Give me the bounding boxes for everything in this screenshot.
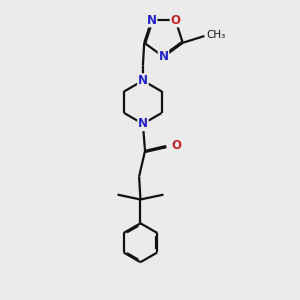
Text: N: N <box>138 74 148 87</box>
Text: N: N <box>147 14 157 27</box>
Text: O: O <box>170 14 180 27</box>
Text: CH₃: CH₃ <box>207 30 226 40</box>
Text: N: N <box>138 117 148 130</box>
Text: N: N <box>158 50 169 63</box>
Text: O: O <box>171 140 181 152</box>
